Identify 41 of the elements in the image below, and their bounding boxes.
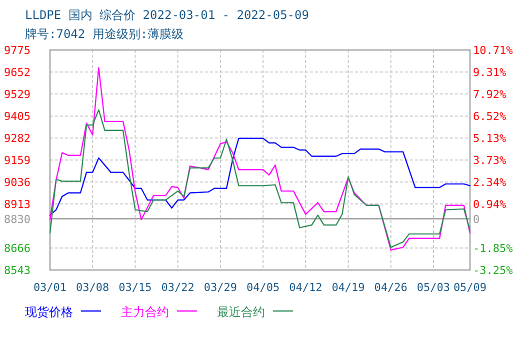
- x-tick-label: 04/19: [332, 281, 365, 294]
- y-tick-label: 8543: [4, 264, 30, 277]
- x-tick-label: 05/09: [453, 281, 487, 294]
- x-tick-label: 03/08: [76, 281, 110, 294]
- y-tick-label: 9775: [4, 44, 30, 57]
- y-tick-label: 8666: [4, 242, 30, 256]
- x-tick-label: 03/29: [204, 281, 237, 294]
- y-tick-label: 9529: [4, 88, 30, 101]
- y-tick-label: 8913: [4, 198, 30, 211]
- x-tick-label: 03/15: [118, 281, 152, 294]
- y2-tick-label: -3.25%: [473, 264, 514, 277]
- legend-label: 最近合约: [217, 305, 265, 319]
- line-series: [49, 67, 471, 251]
- legend-label: 现货价格: [25, 305, 73, 319]
- y2-tick-label: 3.73%: [473, 154, 506, 167]
- line-series: [49, 109, 471, 248]
- y2-tick-label: 7.92%: [473, 88, 506, 101]
- line-series: [49, 138, 471, 216]
- y-tick-label: 9159: [4, 154, 30, 167]
- x-tick-label: 03/22: [161, 281, 194, 294]
- y2-tick-label: 9.31%: [473, 66, 506, 80]
- x-tick-label: 04/05: [246, 281, 280, 294]
- y-tick-label: 9405: [4, 110, 30, 124]
- y-tick-label: 9282: [4, 132, 30, 146]
- y-tick-label: 9036: [4, 176, 30, 189]
- y2-tick-label: 5.13%: [473, 132, 506, 145]
- x-tick-label: 05/03: [416, 281, 450, 294]
- y2-tick-label: 2.34%: [473, 176, 506, 189]
- y2-tick-label: -1.85%: [473, 242, 514, 255]
- chart-subtitle: 牌号:7042 用途级别:薄膜级: [25, 27, 184, 41]
- y-tick-label: 8830: [4, 212, 30, 226]
- y-tick-label: 9652: [4, 66, 30, 79]
- x-tick-label: 03/01: [33, 281, 67, 294]
- chart-title: LLDPE 国内 综合价 2022-03-01 - 2022-05-09: [25, 8, 309, 22]
- y2-tick-label: 0: [473, 212, 480, 226]
- x-tick-label: 04/26: [374, 281, 408, 294]
- y2-tick-label: 0.94%: [473, 198, 506, 211]
- x-tick-label: 04/12: [289, 281, 322, 294]
- y2-tick-label: 6.52%: [473, 110, 506, 124]
- legend-label: 主力合约: [121, 305, 169, 319]
- y2-tick-label: 10.71%: [473, 44, 514, 57]
